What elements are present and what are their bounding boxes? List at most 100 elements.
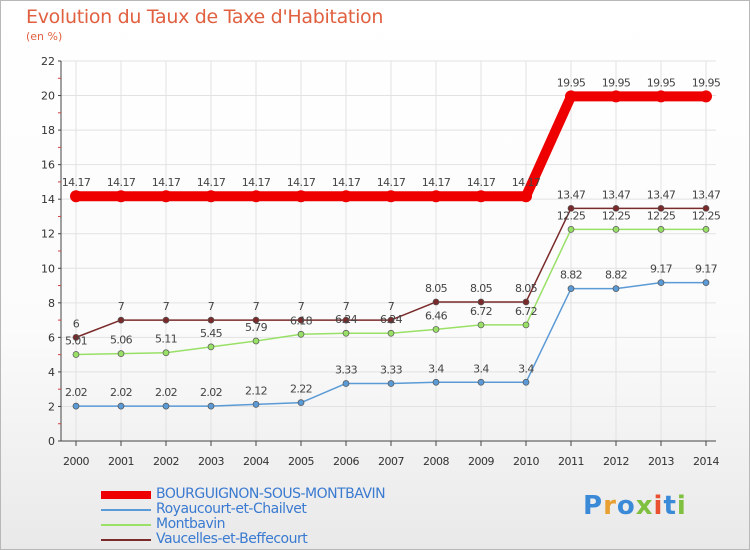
logo-letter: P bbox=[583, 491, 604, 521]
x-tick-label: 2008 bbox=[423, 455, 449, 468]
data-label-2: 5.11 bbox=[155, 333, 177, 346]
data-point-0 bbox=[385, 190, 397, 203]
x-tick-label: 2004 bbox=[243, 455, 269, 468]
data-point-2 bbox=[387, 329, 395, 337]
data-label-1: 8.82 bbox=[560, 269, 582, 282]
data-point-2 bbox=[657, 226, 665, 233]
data-label-2: 12.25 bbox=[692, 209, 721, 222]
logo-letter: x bbox=[635, 491, 654, 521]
data-label-0: 14.17 bbox=[332, 176, 361, 189]
data-label-1: 2.02 bbox=[65, 386, 87, 399]
legend-swatch-royaucourt bbox=[101, 509, 151, 511]
data-label-2: 6.72 bbox=[470, 305, 492, 318]
y-tick-label: 6 bbox=[48, 331, 55, 344]
data-point-2 bbox=[612, 226, 620, 233]
data-point-3 bbox=[297, 316, 305, 324]
x-tick-label: 2003 bbox=[198, 455, 224, 468]
y-axis-unit-label: (en %) bbox=[26, 30, 63, 43]
y-tick-label: 4 bbox=[48, 366, 55, 379]
data-point-1 bbox=[612, 285, 620, 293]
data-label-0: 14.17 bbox=[287, 176, 316, 189]
data-label-1: 2.02 bbox=[155, 386, 177, 399]
legend-label-vaucelles: Vaucelles-et-Beffecourt bbox=[156, 531, 308, 547]
data-label-1: 2.22 bbox=[290, 383, 312, 396]
logo-letter: i bbox=[653, 491, 664, 521]
y-tick-label: 2 bbox=[48, 400, 55, 413]
data-label-0: 14.17 bbox=[197, 176, 226, 189]
data-point-2 bbox=[477, 321, 485, 329]
legend-label-montbavin: Montbavin bbox=[156, 516, 226, 532]
data-point-3 bbox=[387, 316, 395, 324]
y-tick-label: 8 bbox=[48, 297, 55, 310]
data-label-3: 7 bbox=[253, 300, 260, 313]
data-point-3 bbox=[702, 204, 710, 212]
y-tick-label: 14 bbox=[41, 193, 55, 206]
data-point-1 bbox=[432, 378, 440, 386]
logo-letter: t bbox=[663, 491, 677, 521]
data-label-3: 8.05 bbox=[425, 282, 448, 295]
data-label-0: 14.17 bbox=[107, 176, 136, 189]
data-point-1 bbox=[477, 378, 485, 386]
data-label-1: 3.33 bbox=[380, 363, 403, 376]
x-tick-label: 2011 bbox=[558, 455, 584, 468]
data-point-0 bbox=[295, 190, 307, 203]
data-label-2: 12.25 bbox=[557, 209, 586, 222]
logo-letter: o bbox=[616, 491, 636, 521]
data-point-2 bbox=[342, 329, 350, 337]
data-label-1: 2.12 bbox=[245, 384, 267, 397]
chart-title: Evolution du Taux de Taxe d'Habitation bbox=[26, 6, 384, 28]
data-point-3 bbox=[162, 316, 170, 324]
data-point-2 bbox=[567, 226, 575, 233]
data-point-1 bbox=[567, 285, 575, 293]
data-label-0: 14.17 bbox=[62, 176, 91, 189]
data-label-2: 5.79 bbox=[245, 321, 268, 334]
data-label-0: 19.95 bbox=[692, 76, 721, 89]
data-label-3: 7 bbox=[298, 300, 305, 313]
data-point-2 bbox=[117, 350, 125, 357]
data-point-3 bbox=[612, 204, 620, 212]
y-tick-label: 12 bbox=[41, 228, 55, 241]
x-tick-label: 2002 bbox=[153, 455, 179, 468]
data-label-2: 5.06 bbox=[110, 334, 133, 347]
data-point-3 bbox=[567, 204, 575, 212]
x-tick-label: 2013 bbox=[648, 455, 674, 468]
data-point-0 bbox=[115, 190, 127, 203]
data-point-0 bbox=[610, 90, 622, 103]
y-tick-label: 0 bbox=[48, 435, 55, 448]
data-point-0 bbox=[430, 190, 442, 203]
data-point-2 bbox=[72, 351, 80, 358]
data-label-2: 6.18 bbox=[290, 314, 313, 327]
y-tick-label: 18 bbox=[41, 124, 55, 137]
y-tick-label: 20 bbox=[41, 90, 55, 103]
logo-letter: i bbox=[676, 491, 687, 521]
data-label-1: 2.02 bbox=[200, 386, 222, 399]
data-label-2: 6.46 bbox=[425, 309, 448, 322]
data-label-3: 13.47 bbox=[602, 188, 631, 201]
data-point-2 bbox=[702, 226, 710, 233]
data-label-2: 5.45 bbox=[200, 327, 223, 340]
y-tick-label: 16 bbox=[41, 159, 55, 172]
data-label-3: 8.05 bbox=[515, 282, 538, 295]
data-point-0 bbox=[700, 90, 712, 103]
data-label-0: 14.17 bbox=[377, 176, 406, 189]
data-point-2 bbox=[252, 337, 260, 345]
data-label-1: 9.17 bbox=[650, 263, 673, 276]
data-point-0 bbox=[250, 190, 262, 203]
data-point-3 bbox=[432, 298, 440, 306]
data-label-0: 14.17 bbox=[242, 176, 271, 189]
data-point-2 bbox=[522, 321, 530, 329]
data-point-3 bbox=[657, 204, 665, 212]
data-label-0: 19.95 bbox=[557, 76, 586, 89]
data-label-3: 7 bbox=[118, 300, 125, 313]
x-tick-label: 2010 bbox=[513, 455, 539, 468]
data-label-1: 3.4 bbox=[428, 362, 444, 375]
data-label-0: 19.95 bbox=[602, 76, 631, 89]
data-point-0 bbox=[655, 90, 667, 103]
y-tick-label: 22 bbox=[41, 55, 55, 68]
data-label-2: 6.72 bbox=[515, 305, 537, 318]
data-label-3: 13.47 bbox=[557, 188, 586, 201]
data-point-3 bbox=[477, 298, 485, 306]
data-point-2 bbox=[432, 326, 440, 333]
data-point-1 bbox=[162, 402, 170, 410]
